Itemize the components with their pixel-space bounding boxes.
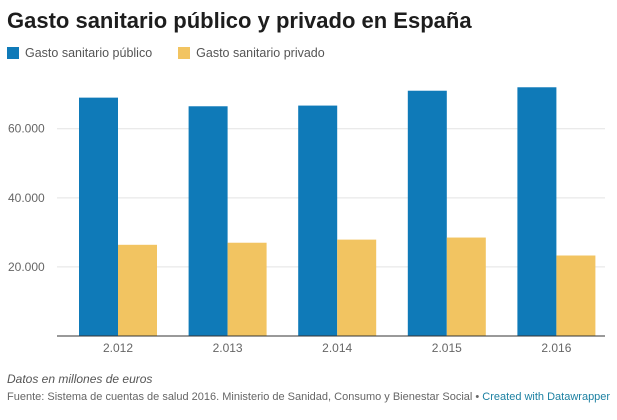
bar-chart: 20.000 40.000 60.000 2.012 2.013 2.014 2.015 2.… (8, 87, 605, 355)
source-text: Fuente: Sistema de cuentas de salud 2016… (7, 391, 483, 403)
datawrapper-credit-link[interactable]: Created with Datawrapper (482, 391, 611, 403)
bar-publico (298, 105, 338, 336)
legend: Gasto sanitario público Gasto sanitario … (7, 46, 351, 60)
bar-publico (188, 106, 228, 336)
legend-item-privado: Gasto sanitario privado (178, 46, 325, 60)
bar-privado (227, 242, 267, 336)
chart-source: Fuente: Sistema de cuentas de salud 2016… (7, 391, 610, 403)
x-tick-label: 2.015 (432, 341, 462, 355)
x-tick-label: 2.012 (103, 341, 133, 355)
bar-publico (517, 87, 557, 336)
legend-swatch-publico (7, 47, 19, 59)
y-tick-label: 60.000 (8, 122, 45, 136)
y-tick-label: 20.000 (8, 260, 45, 274)
x-tick-label: 2.016 (541, 341, 571, 355)
bar-privado (446, 237, 486, 336)
x-tick-label: 2.013 (213, 341, 243, 355)
legend-label-privado: Gasto sanitario privado (196, 46, 325, 60)
bar-publico (79, 97, 118, 336)
x-tick-label: 2.014 (322, 341, 352, 355)
bar-privado (118, 244, 157, 336)
bar-publico (407, 90, 447, 337)
bar-privado (556, 255, 596, 336)
y-tick-label: 40.000 (8, 191, 45, 205)
bar-privado (337, 239, 377, 336)
chart-notes: Datos en millones de euros (7, 372, 153, 386)
legend-swatch-privado (178, 47, 191, 59)
legend-label-publico: Gasto sanitario público (25, 46, 153, 60)
legend-item-publico: Gasto sanitario público (7, 46, 152, 60)
chart-title: Gasto sanitario público y privado en Esp… (7, 8, 472, 33)
